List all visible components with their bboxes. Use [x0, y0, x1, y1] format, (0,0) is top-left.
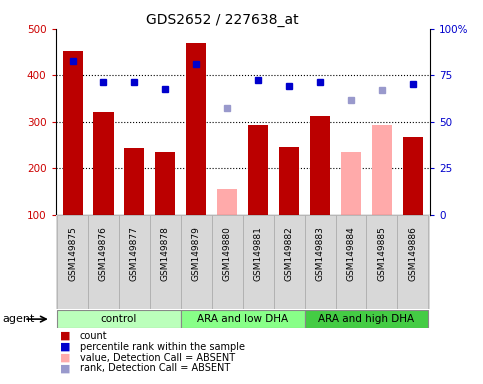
Bar [181, 310, 305, 328]
Bar [274, 215, 305, 309]
Bar [367, 215, 398, 309]
Bar [217, 189, 237, 215]
Text: GSM149883: GSM149883 [315, 226, 325, 281]
Text: ■: ■ [60, 353, 71, 362]
Text: GSM149876: GSM149876 [99, 226, 108, 281]
Text: ARA and low DHA: ARA and low DHA [197, 314, 288, 324]
Bar [341, 152, 361, 215]
Bar [279, 147, 299, 215]
Bar [248, 125, 268, 215]
Text: GSM149877: GSM149877 [130, 226, 139, 281]
Bar [156, 152, 175, 215]
Text: count: count [80, 331, 107, 341]
Text: value, Detection Call = ABSENT: value, Detection Call = ABSENT [80, 353, 235, 362]
Bar [403, 137, 423, 215]
Bar [305, 310, 428, 328]
Bar [398, 215, 428, 309]
Text: percentile rank within the sample: percentile rank within the sample [80, 342, 245, 352]
Text: rank, Detection Call = ABSENT: rank, Detection Call = ABSENT [80, 363, 230, 373]
Text: ■: ■ [60, 363, 71, 373]
Text: GSM149880: GSM149880 [223, 226, 232, 281]
Text: GSM149881: GSM149881 [254, 226, 263, 281]
Bar [336, 215, 367, 309]
Text: GSM149886: GSM149886 [408, 226, 417, 281]
Text: GSM149885: GSM149885 [377, 226, 386, 281]
Bar [57, 215, 88, 309]
Bar [57, 310, 181, 328]
Bar [93, 112, 114, 215]
Bar [372, 125, 392, 215]
Bar [62, 51, 83, 215]
Text: ■: ■ [60, 342, 71, 352]
Bar [119, 215, 150, 309]
Bar [305, 215, 336, 309]
Text: control: control [101, 314, 137, 324]
Text: GSM149875: GSM149875 [68, 226, 77, 281]
Text: GSM149879: GSM149879 [192, 226, 201, 281]
Bar [212, 215, 242, 309]
Text: GSM149884: GSM149884 [346, 226, 355, 281]
Bar [150, 215, 181, 309]
Text: agent: agent [2, 314, 35, 324]
Bar [88, 215, 119, 309]
Text: ■: ■ [60, 331, 71, 341]
Bar [125, 148, 144, 215]
Text: GSM149882: GSM149882 [284, 226, 294, 281]
Text: GSM149878: GSM149878 [161, 226, 170, 281]
Bar [181, 215, 212, 309]
Bar [310, 116, 330, 215]
Text: GDS2652 / 227638_at: GDS2652 / 227638_at [146, 13, 298, 27]
Text: ARA and high DHA: ARA and high DHA [318, 314, 414, 324]
Bar [242, 215, 274, 309]
Bar [186, 43, 206, 215]
